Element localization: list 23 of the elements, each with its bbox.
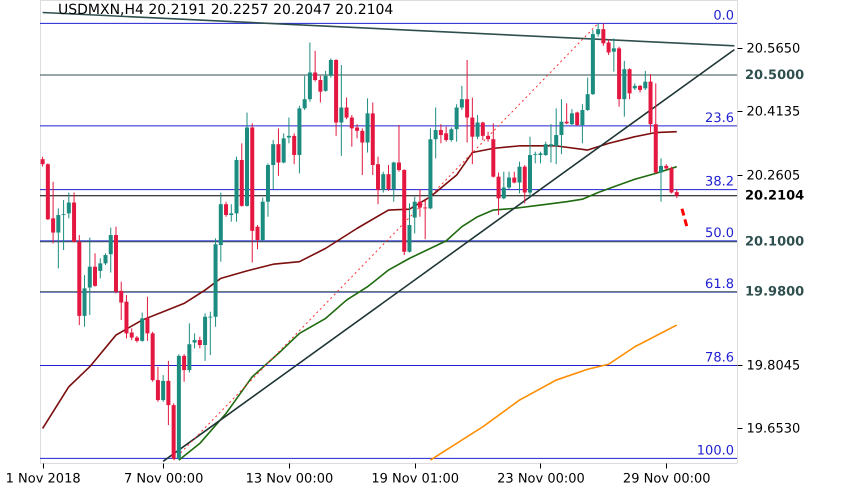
x-tick-label: 7 Nov 00:00: [124, 472, 204, 486]
x-tick-label: 29 Nov 00:00: [622, 472, 711, 486]
ref-line-label: 20.5000: [745, 68, 804, 84]
chart-title: USDMXN,H4 20.2191 20.2257 20.2047 20.2104: [58, 2, 394, 18]
x-tick-label: 1 Nov 2018: [6, 472, 81, 486]
annotation: 23.6: [705, 110, 734, 126]
y-tick-label: 20.2605: [746, 168, 800, 184]
annotation: 38.2: [705, 174, 734, 190]
x-tick-label: 13 Nov 00:00: [246, 472, 334, 486]
y-tick-label: 20.4135: [746, 104, 800, 120]
annotation: 100.0: [696, 443, 734, 458]
annotation: 61.8: [705, 277, 734, 292]
ref-line-label: 20.1000: [745, 234, 804, 250]
x-tick-label: 23 Nov 00:00: [497, 472, 585, 486]
x-tick-label: 19 Nov 01:00: [371, 472, 460, 486]
y-tick-label: 20.5650: [746, 41, 800, 56]
annotation: 78.6: [705, 350, 734, 366]
y-tick-label: 19.6530: [746, 421, 800, 436]
annotation: 0.0: [713, 8, 734, 24]
ref-line-label: 19.9800: [745, 284, 804, 300]
annotation: 50.0: [705, 226, 734, 241]
y-tick-label: 19.8045: [746, 358, 800, 374]
ref-line-label: 20.2104: [745, 188, 804, 204]
